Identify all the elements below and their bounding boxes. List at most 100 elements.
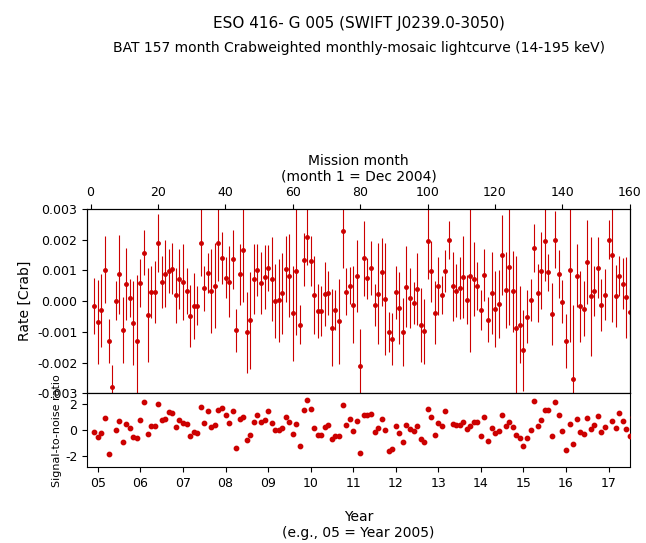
Point bbox=[245, 431, 256, 440]
Point bbox=[441, 407, 451, 416]
Point bbox=[579, 430, 589, 438]
Point bbox=[277, 423, 287, 432]
Point bbox=[182, 420, 192, 428]
Point bbox=[607, 417, 618, 426]
Point bbox=[479, 412, 490, 421]
Point bbox=[128, 433, 138, 441]
Point bbox=[253, 410, 263, 419]
Point bbox=[572, 415, 582, 424]
Point bbox=[444, 384, 454, 393]
Point bbox=[565, 420, 575, 429]
Point bbox=[267, 419, 277, 427]
Text: ESO 416- G 005 (SWIFT J0239.0-3050): ESO 416- G 005 (SWIFT J0239.0-3050) bbox=[213, 16, 505, 31]
Y-axis label: Rate [Crab]: Rate [Crab] bbox=[17, 261, 32, 342]
Point bbox=[99, 413, 110, 422]
Point bbox=[635, 417, 645, 426]
Point bbox=[380, 425, 390, 434]
Point bbox=[171, 423, 181, 432]
Point bbox=[465, 421, 475, 430]
Point bbox=[561, 445, 571, 454]
Point bbox=[224, 419, 234, 427]
Point bbox=[394, 428, 404, 437]
Point bbox=[160, 415, 171, 424]
Point bbox=[486, 423, 497, 432]
Point bbox=[174, 416, 185, 425]
Point bbox=[203, 407, 213, 416]
Point bbox=[178, 419, 188, 428]
Point bbox=[494, 427, 504, 435]
Point bbox=[309, 424, 319, 432]
Point bbox=[132, 434, 142, 443]
Point bbox=[384, 446, 394, 455]
Point bbox=[472, 418, 483, 426]
Point bbox=[302, 395, 312, 404]
Point bbox=[536, 415, 547, 424]
Point bbox=[238, 413, 249, 421]
Point bbox=[273, 426, 284, 434]
Point bbox=[213, 406, 224, 414]
Point bbox=[515, 434, 525, 443]
Point bbox=[511, 431, 521, 439]
Point bbox=[603, 384, 614, 393]
Point bbox=[448, 420, 458, 429]
Point bbox=[497, 411, 507, 419]
Point bbox=[323, 421, 333, 430]
Point bbox=[642, 421, 646, 430]
Point bbox=[625, 432, 635, 440]
Point bbox=[287, 429, 298, 438]
Point bbox=[391, 421, 401, 430]
Point bbox=[327, 435, 337, 444]
Point bbox=[291, 420, 302, 428]
Point bbox=[206, 422, 216, 431]
Point bbox=[532, 422, 543, 431]
Point bbox=[408, 427, 419, 435]
Point bbox=[103, 450, 114, 458]
Point bbox=[600, 422, 610, 431]
Point bbox=[256, 418, 266, 427]
Point bbox=[589, 420, 599, 429]
Point bbox=[366, 410, 376, 419]
Point bbox=[284, 418, 295, 426]
Point bbox=[483, 437, 493, 445]
Point bbox=[231, 444, 242, 452]
Point bbox=[461, 425, 472, 434]
Point bbox=[199, 418, 209, 427]
Point bbox=[89, 428, 99, 437]
Point bbox=[504, 418, 514, 427]
Point bbox=[280, 413, 291, 421]
Point bbox=[196, 403, 206, 412]
Point bbox=[125, 424, 135, 432]
Point bbox=[192, 429, 202, 438]
Point bbox=[490, 428, 500, 437]
Point bbox=[249, 418, 259, 426]
Point bbox=[270, 426, 280, 434]
Point bbox=[96, 429, 107, 438]
Point bbox=[430, 431, 440, 439]
Point bbox=[547, 431, 557, 440]
Point bbox=[508, 422, 518, 431]
Point bbox=[110, 425, 121, 434]
Point bbox=[227, 407, 238, 415]
Point bbox=[377, 414, 387, 423]
Point bbox=[139, 398, 149, 407]
Point bbox=[468, 418, 479, 426]
Point bbox=[398, 438, 408, 446]
Point bbox=[260, 416, 270, 425]
Point bbox=[539, 406, 550, 414]
Point bbox=[313, 431, 323, 439]
Point bbox=[263, 407, 273, 415]
Point bbox=[341, 420, 351, 429]
Point bbox=[422, 405, 433, 413]
Point bbox=[629, 413, 639, 421]
Text: Year
(e.g., 05 = Year 2005): Year (e.g., 05 = Year 2005) bbox=[282, 510, 435, 540]
Point bbox=[344, 415, 355, 424]
Point bbox=[234, 414, 245, 423]
Point bbox=[118, 437, 128, 446]
Point bbox=[348, 427, 359, 435]
Point bbox=[153, 399, 163, 408]
Point bbox=[518, 442, 528, 451]
Point bbox=[529, 397, 539, 406]
Point bbox=[370, 428, 380, 437]
Point bbox=[415, 434, 426, 443]
Point bbox=[167, 409, 178, 418]
